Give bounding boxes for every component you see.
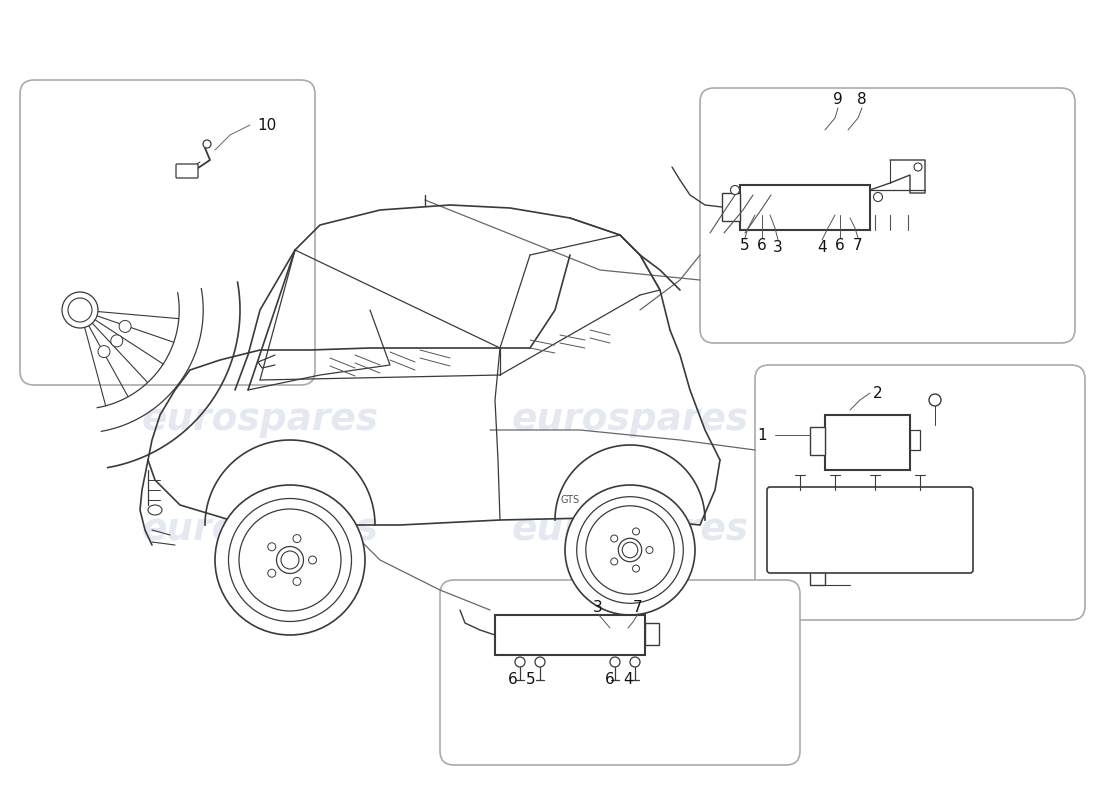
Text: 9: 9	[833, 93, 843, 107]
FancyBboxPatch shape	[755, 365, 1085, 620]
Circle shape	[119, 321, 131, 333]
Circle shape	[214, 485, 365, 635]
FancyBboxPatch shape	[176, 164, 198, 178]
Circle shape	[229, 498, 352, 622]
Text: 3: 3	[593, 601, 603, 615]
Circle shape	[632, 528, 639, 535]
FancyBboxPatch shape	[767, 487, 974, 573]
Circle shape	[730, 186, 739, 194]
Circle shape	[280, 551, 299, 569]
Circle shape	[873, 193, 882, 202]
Circle shape	[293, 534, 301, 542]
Circle shape	[630, 657, 640, 667]
Text: 2: 2	[873, 386, 883, 401]
Circle shape	[98, 346, 110, 358]
Bar	[910, 430, 920, 450]
Circle shape	[204, 140, 211, 148]
Circle shape	[618, 538, 641, 562]
FancyBboxPatch shape	[20, 80, 315, 385]
Circle shape	[632, 565, 639, 572]
Circle shape	[62, 292, 98, 328]
Bar	[810, 427, 825, 455]
Text: eurospares: eurospares	[142, 512, 378, 548]
Circle shape	[610, 657, 620, 667]
Text: 4: 4	[624, 673, 632, 687]
Text: 5: 5	[740, 238, 750, 253]
Text: 7: 7	[634, 601, 642, 615]
Text: 10: 10	[257, 118, 276, 133]
Circle shape	[576, 497, 683, 603]
Text: eurospares: eurospares	[512, 512, 749, 548]
Circle shape	[68, 298, 92, 322]
Circle shape	[646, 546, 653, 554]
Text: 4: 4	[817, 241, 827, 255]
Circle shape	[239, 509, 341, 611]
Circle shape	[293, 578, 301, 586]
FancyBboxPatch shape	[440, 580, 800, 765]
Circle shape	[586, 506, 674, 594]
Circle shape	[267, 542, 276, 550]
Bar	[495, 615, 645, 655]
Bar	[740, 185, 870, 230]
Circle shape	[565, 485, 695, 615]
Text: 5: 5	[526, 673, 536, 687]
Text: GTS: GTS	[560, 495, 580, 505]
Text: 6: 6	[757, 238, 767, 253]
Bar	[722, 193, 740, 221]
Text: eurospares: eurospares	[142, 402, 378, 438]
Text: 3: 3	[773, 241, 783, 255]
Text: 8: 8	[857, 93, 867, 107]
Text: 6: 6	[508, 673, 518, 687]
Text: 6: 6	[835, 238, 845, 253]
Text: 6: 6	[605, 673, 615, 687]
Circle shape	[111, 335, 123, 347]
FancyBboxPatch shape	[700, 88, 1075, 343]
Circle shape	[623, 542, 638, 558]
Text: 7: 7	[854, 238, 862, 253]
Circle shape	[930, 394, 940, 406]
Text: eurospares: eurospares	[512, 402, 749, 438]
Bar	[645, 623, 659, 645]
Circle shape	[276, 546, 304, 574]
Circle shape	[515, 657, 525, 667]
Bar	[825, 415, 910, 470]
Circle shape	[914, 163, 922, 171]
Text: 1: 1	[757, 427, 767, 442]
Circle shape	[308, 556, 317, 564]
Circle shape	[610, 558, 618, 565]
Circle shape	[535, 657, 544, 667]
Circle shape	[267, 570, 276, 578]
Circle shape	[610, 535, 618, 542]
